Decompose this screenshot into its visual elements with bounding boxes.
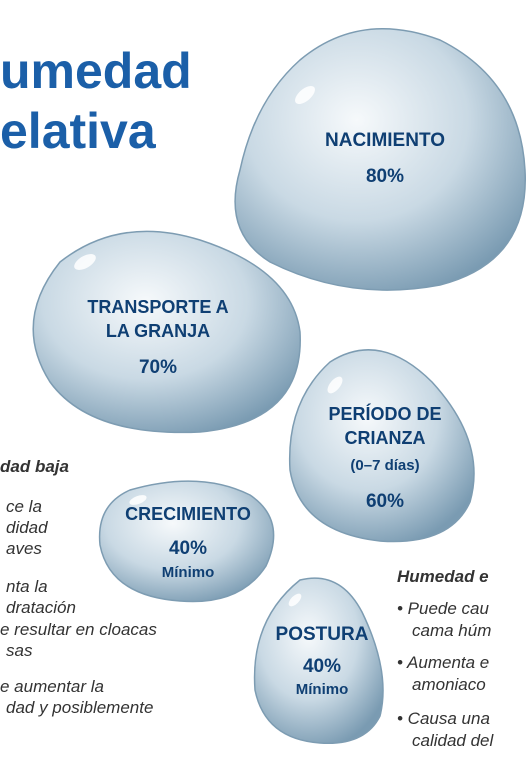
highlight (129, 495, 147, 505)
low-item: dad y posiblemente (6, 698, 153, 717)
highlight (288, 593, 302, 607)
drop-note: (0–7 días) (350, 457, 419, 474)
drop-note: Mínimo (296, 681, 349, 698)
drops (32, 28, 526, 745)
low-item: sas (6, 641, 33, 660)
highlight (295, 86, 315, 104)
drop-label: LA GRANJA (106, 321, 210, 341)
drop (234, 28, 526, 291)
low-item: e resultar en cloacas (0, 620, 157, 639)
low-item: nta la (6, 577, 48, 596)
highlight (327, 376, 343, 394)
drop-value: 40% (303, 656, 341, 677)
high-item: • Puede cau (397, 599, 490, 618)
high-item: • Causa una (397, 709, 490, 728)
low-item: didad (6, 518, 48, 537)
high-item: calidad del (412, 731, 495, 750)
high-item: amoniaco (412, 675, 486, 694)
drop (98, 480, 275, 603)
drop-value: 40% (169, 538, 207, 559)
title-line: umedad (0, 43, 192, 99)
drop (253, 577, 384, 745)
low-heading: dad baja (0, 457, 69, 476)
drop-value: 70% (139, 357, 177, 378)
low-item: ce la (6, 497, 42, 516)
low-item: e aumentar la (0, 677, 104, 696)
drop-note: Mínimo (162, 564, 215, 581)
low-item: aves (6, 539, 42, 558)
high-item: • Aumenta e (397, 653, 489, 672)
drop-label: TRANSPORTE A (87, 297, 228, 317)
drop (32, 230, 301, 434)
drop-label: PERÍODO DE (328, 403, 441, 424)
drop-value: 80% (366, 166, 404, 187)
low-item: dratación (6, 598, 76, 617)
high-heading: Humedad e (397, 567, 489, 586)
drop-label: CRECIMIENTO (125, 504, 251, 524)
drop (288, 349, 475, 543)
title-line: elativa (0, 103, 157, 159)
drop-label: CRIANZA (345, 428, 426, 448)
high-item: cama húm (412, 621, 491, 640)
drop-label: POSTURA (276, 624, 369, 645)
drop-value: 60% (366, 491, 404, 512)
highlight (74, 254, 96, 270)
drop-label: NACIMIENTO (325, 130, 445, 151)
